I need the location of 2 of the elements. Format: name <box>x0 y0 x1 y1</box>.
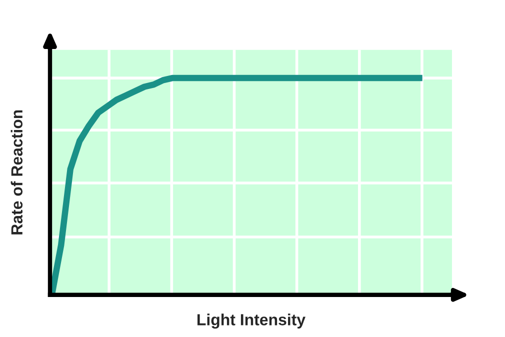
x-axis-title: Light Intensity <box>197 314 306 329</box>
y-axis-title: Rate of Reaction <box>10 110 23 234</box>
